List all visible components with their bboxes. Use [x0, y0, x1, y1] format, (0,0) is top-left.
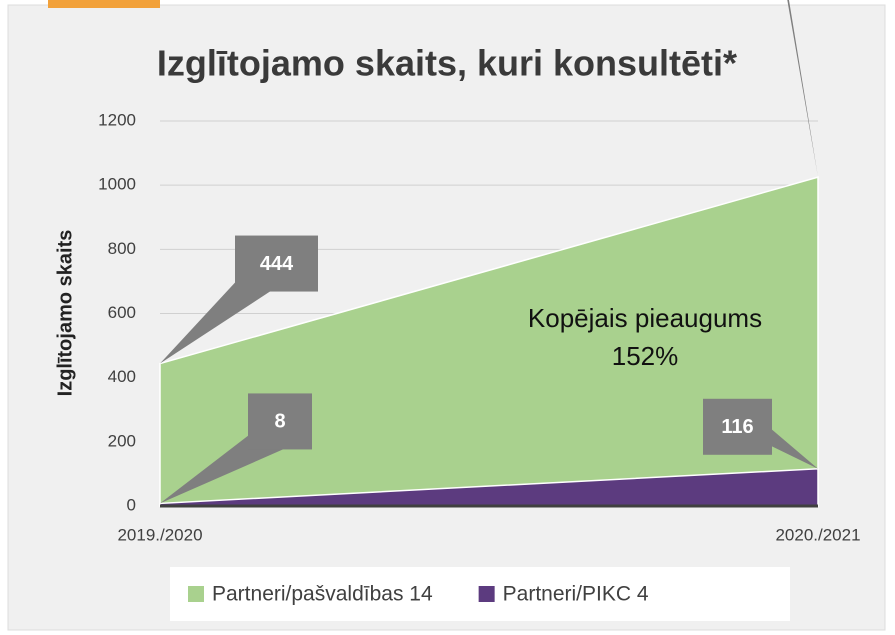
data-label: 116 — [721, 416, 753, 438]
chart-title: Izglītojamo skaits, kuri konsultēti* — [157, 43, 737, 84]
annotation: 152% — [612, 341, 679, 371]
y-tick-label: 200 — [108, 431, 136, 450]
annotation: Kopējais pieaugums — [528, 303, 762, 333]
corner-accent — [48, 0, 160, 8]
x-tick-label: 2019./2020 — [117, 525, 202, 544]
y-tick-label: 400 — [108, 367, 136, 386]
y-tick-label: 1200 — [98, 110, 136, 129]
y-tick-label: 800 — [108, 239, 136, 258]
y-tick-label: 600 — [108, 303, 136, 322]
legend-swatch — [478, 586, 495, 602]
legend-swatch — [188, 586, 204, 602]
legend-label: Partneri/PIKC 4 — [503, 583, 649, 606]
data-label: 444 — [260, 253, 294, 275]
y-tick-label: 0 — [127, 495, 136, 514]
y-axis-label: Izglītojamo skaits — [54, 230, 76, 397]
callout-box — [235, 235, 318, 292]
callout-pointer — [772, 429, 818, 469]
callout-box — [703, 398, 772, 455]
x-tick-label: 2020./2021 — [775, 525, 860, 544]
legend-label: Partneri/pašvaldības 14 — [212, 583, 433, 606]
callout-box — [248, 393, 312, 450]
data-label: 8 — [274, 411, 285, 433]
y-tick-label: 1000 — [98, 175, 136, 194]
